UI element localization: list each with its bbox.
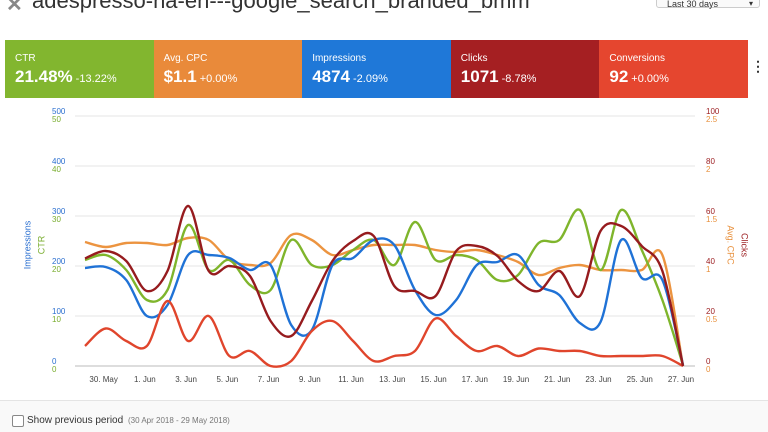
y-tick-label: 80 xyxy=(706,157,715,166)
checkbox-label[interactable]: Show previous period xyxy=(27,415,124,426)
y-tick-label: 20 xyxy=(706,307,715,316)
x-tick-label: 9. Jun xyxy=(299,375,321,384)
y-tick-label: 50 xyxy=(52,115,61,124)
page-title: adespresso-na-en---google_search_branded… xyxy=(32,0,530,13)
kpi-change: -8.78% xyxy=(501,73,537,85)
kpi-card[interactable]: Conversions 92 +0.00% xyxy=(599,40,748,98)
y-tick-label: 0 xyxy=(52,357,57,366)
kpi-name: Clicks xyxy=(460,53,488,64)
kpi-value: 21.48% xyxy=(15,67,73,86)
kpi-name: CTR xyxy=(15,53,36,64)
kpi-change: +0.00% xyxy=(199,73,238,85)
y-tick-label: 40 xyxy=(706,257,715,266)
checkbox[interactable] xyxy=(12,415,24,427)
x-tick-label: 19. Jun xyxy=(503,375,529,384)
kpi-row-value: $1.1 +0.00% xyxy=(164,67,293,87)
kpi-card[interactable]: Impressions 4874 -2.09% xyxy=(302,40,451,98)
y-tick-label: 200 xyxy=(52,257,66,266)
axis-title: Clicks xyxy=(740,233,750,257)
kpi-row-value: 21.48% -13.22% xyxy=(15,67,144,87)
y-tick-label: 2 xyxy=(706,165,711,174)
kpi-card[interactable]: CTR 21.48% -13.22% xyxy=(5,40,154,98)
series-line xyxy=(84,299,684,368)
kpi-card[interactable]: Clicks 1071 -8.78% xyxy=(450,40,600,98)
x-tick-label: 7. Jun xyxy=(258,375,280,384)
x-tick-label: 3. Jun xyxy=(175,375,197,384)
x-tick-label: 23. Jun xyxy=(585,375,611,384)
kpi-row: CTR 21.48% -13.22% Avg. CPC $1.1 +0.00% Impres… xyxy=(5,40,748,98)
more-menu[interactable]: ⋮ xyxy=(751,58,765,74)
app-logo: ✕ xyxy=(6,0,23,16)
kpi-name: Impressions xyxy=(312,53,367,64)
y-tick-label: 20 xyxy=(52,265,61,274)
chart: 0100200300400500Impressions01020304050CT… xyxy=(22,107,750,384)
x-tick-label: 27. Jun xyxy=(668,375,694,384)
series-line xyxy=(84,232,685,367)
kpi-name: Conversions xyxy=(609,53,665,64)
kpi-value: 1071 xyxy=(460,67,499,86)
axis-title: CTR xyxy=(36,235,46,254)
y-tick-label: 40 xyxy=(52,165,61,174)
footer: Show previous period (30 Apr 2018 - 29 M… xyxy=(0,400,768,432)
axis-title: Avg. CPC xyxy=(726,225,736,265)
kpi-row-value: 92 +0.00% xyxy=(609,67,738,87)
kpi-value: 92 xyxy=(609,67,629,86)
x-tick-label: 30. May xyxy=(89,375,117,384)
kpi-value: $1.1 xyxy=(163,67,197,86)
range-label: Last 30 days xyxy=(667,0,719,9)
y-tick-label: 400 xyxy=(52,157,66,166)
y-tick-label: 10 xyxy=(52,315,61,324)
x-tick-label: 1. Jun xyxy=(134,375,156,384)
kpi-value: 4874 xyxy=(312,67,351,86)
y-tick-label: 1.5 xyxy=(706,215,718,224)
x-tick-label: 21. Jun xyxy=(544,375,570,384)
caret: ▾ xyxy=(748,0,753,8)
y-tick-label: 1 xyxy=(706,265,711,274)
y-tick-label: 100 xyxy=(706,107,720,116)
x-tick-label: 5. Jun xyxy=(216,375,238,384)
x-tick-label: 11. Jun xyxy=(338,375,364,384)
previous-period: (30 Apr 2018 - 29 May 2018) xyxy=(128,416,230,425)
y-tick-label: 0.5 xyxy=(706,315,718,324)
kpi-row-value: 1071 -8.78% xyxy=(461,67,590,87)
series-line xyxy=(84,237,685,366)
x-tick-label: 15. Jun xyxy=(420,375,446,384)
kpi-name: Avg. CPC xyxy=(163,53,208,64)
kpi-change: -13.22% xyxy=(75,73,117,85)
kpi-card[interactable]: Avg. CPC $1.1 +0.00% xyxy=(153,40,303,98)
y-tick-label: 0 xyxy=(706,357,711,366)
kpi-change: -2.09% xyxy=(353,73,388,85)
x-tick-label: 17. Jun xyxy=(462,375,488,384)
axis-title: Impressions xyxy=(22,220,32,269)
y-tick-label: 500 xyxy=(52,107,66,116)
x-tick-label: 25. Jun xyxy=(627,375,653,384)
date-range-select[interactable]: Last 30 days ▾ xyxy=(656,0,760,9)
y-tick-label: 0 xyxy=(706,365,711,374)
kpi-row-value: 4874 -2.09% xyxy=(312,67,441,87)
y-tick-label: 30 xyxy=(52,215,61,224)
y-tick-label: 2.5 xyxy=(706,115,718,124)
kpi-change: +0.00% xyxy=(631,73,669,85)
y-tick-label: 60 xyxy=(706,207,715,216)
x-tick-label: 13. Jun xyxy=(379,375,405,384)
y-tick-label: 0 xyxy=(52,365,57,374)
y-tick-label: 300 xyxy=(52,207,66,216)
y-tick-label: 100 xyxy=(52,307,66,316)
series-line xyxy=(84,208,685,366)
series-line xyxy=(84,204,685,367)
